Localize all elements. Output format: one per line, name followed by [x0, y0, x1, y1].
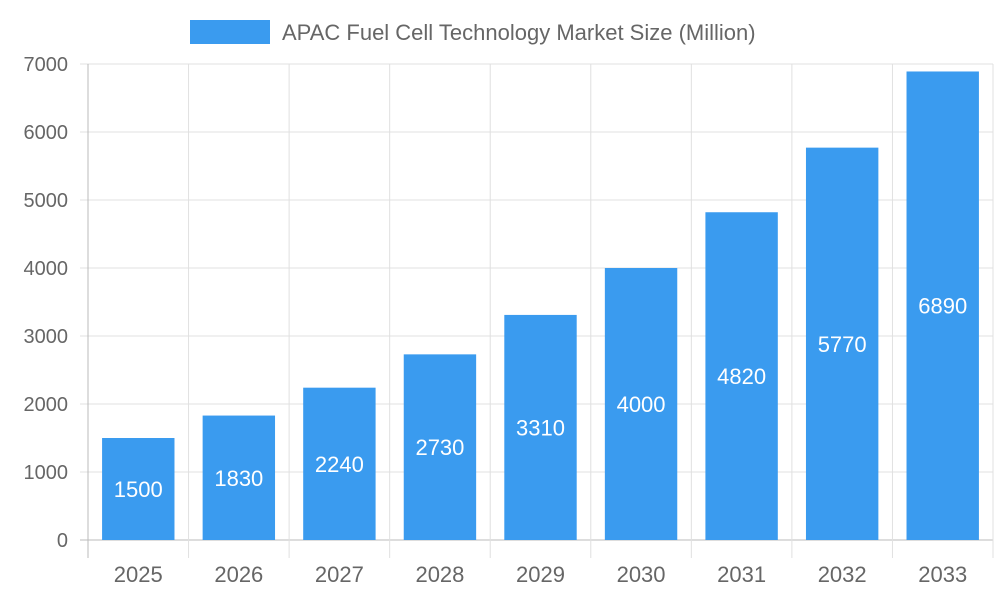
data-label: 5770: [818, 332, 867, 357]
bars: [102, 71, 979, 541]
bar-2033: [906, 71, 979, 540]
x-tick-label: 2033: [918, 562, 967, 587]
y-tick-label: 1000: [24, 462, 69, 484]
labels: 0 1000 2000 3000 4000 5000 6000 7000 1500 2025 183…: [24, 54, 968, 587]
data-label: 2240: [315, 452, 364, 477]
legend-label: APAC Fuel Cell Technology Market Size (M…: [282, 20, 756, 45]
bar-2029: [504, 314, 577, 540]
x-tick-label: 2028: [415, 562, 464, 587]
x-tick-label: 2030: [617, 562, 666, 587]
y-tick-label: 3000: [24, 326, 69, 348]
y-tick-label: 2000: [24, 394, 69, 416]
x-tick-label: 2025: [114, 562, 163, 587]
x-tick-label: 2032: [818, 562, 867, 587]
bar-2025: [102, 438, 175, 540]
y-tick-label: 4000: [24, 258, 69, 280]
y-tick-label: 6000: [24, 122, 69, 144]
x-tick-label: 2031: [717, 562, 766, 587]
bar-2028: [403, 354, 477, 540]
data-label: 3310: [516, 415, 565, 440]
data-label: 1500: [114, 477, 163, 502]
bar-2026: [202, 415, 276, 540]
grid: [80, 63, 994, 558]
x-tick-label: 2029: [516, 562, 565, 587]
data-label: 1830: [214, 466, 263, 491]
bar-2027: [303, 387, 376, 540]
x-tick-label: 2026: [214, 562, 263, 587]
legend-swatch: [190, 20, 270, 44]
legend[interactable]: APAC Fuel Cell Technology Market Size (M…: [190, 20, 756, 45]
y-tick-label: 0: [57, 530, 68, 552]
x-tick-label: 2027: [315, 562, 364, 587]
data-label: 4000: [617, 392, 666, 417]
data-label: 6890: [918, 294, 967, 319]
data-label: 2730: [415, 435, 464, 460]
bar-2031: [705, 212, 778, 541]
bar-2032: [805, 147, 879, 540]
data-label: 4820: [717, 364, 766, 389]
y-tick-label: 5000: [24, 190, 69, 212]
y-tick-label: 7000: [24, 54, 69, 76]
bar-2030: [604, 268, 678, 540]
